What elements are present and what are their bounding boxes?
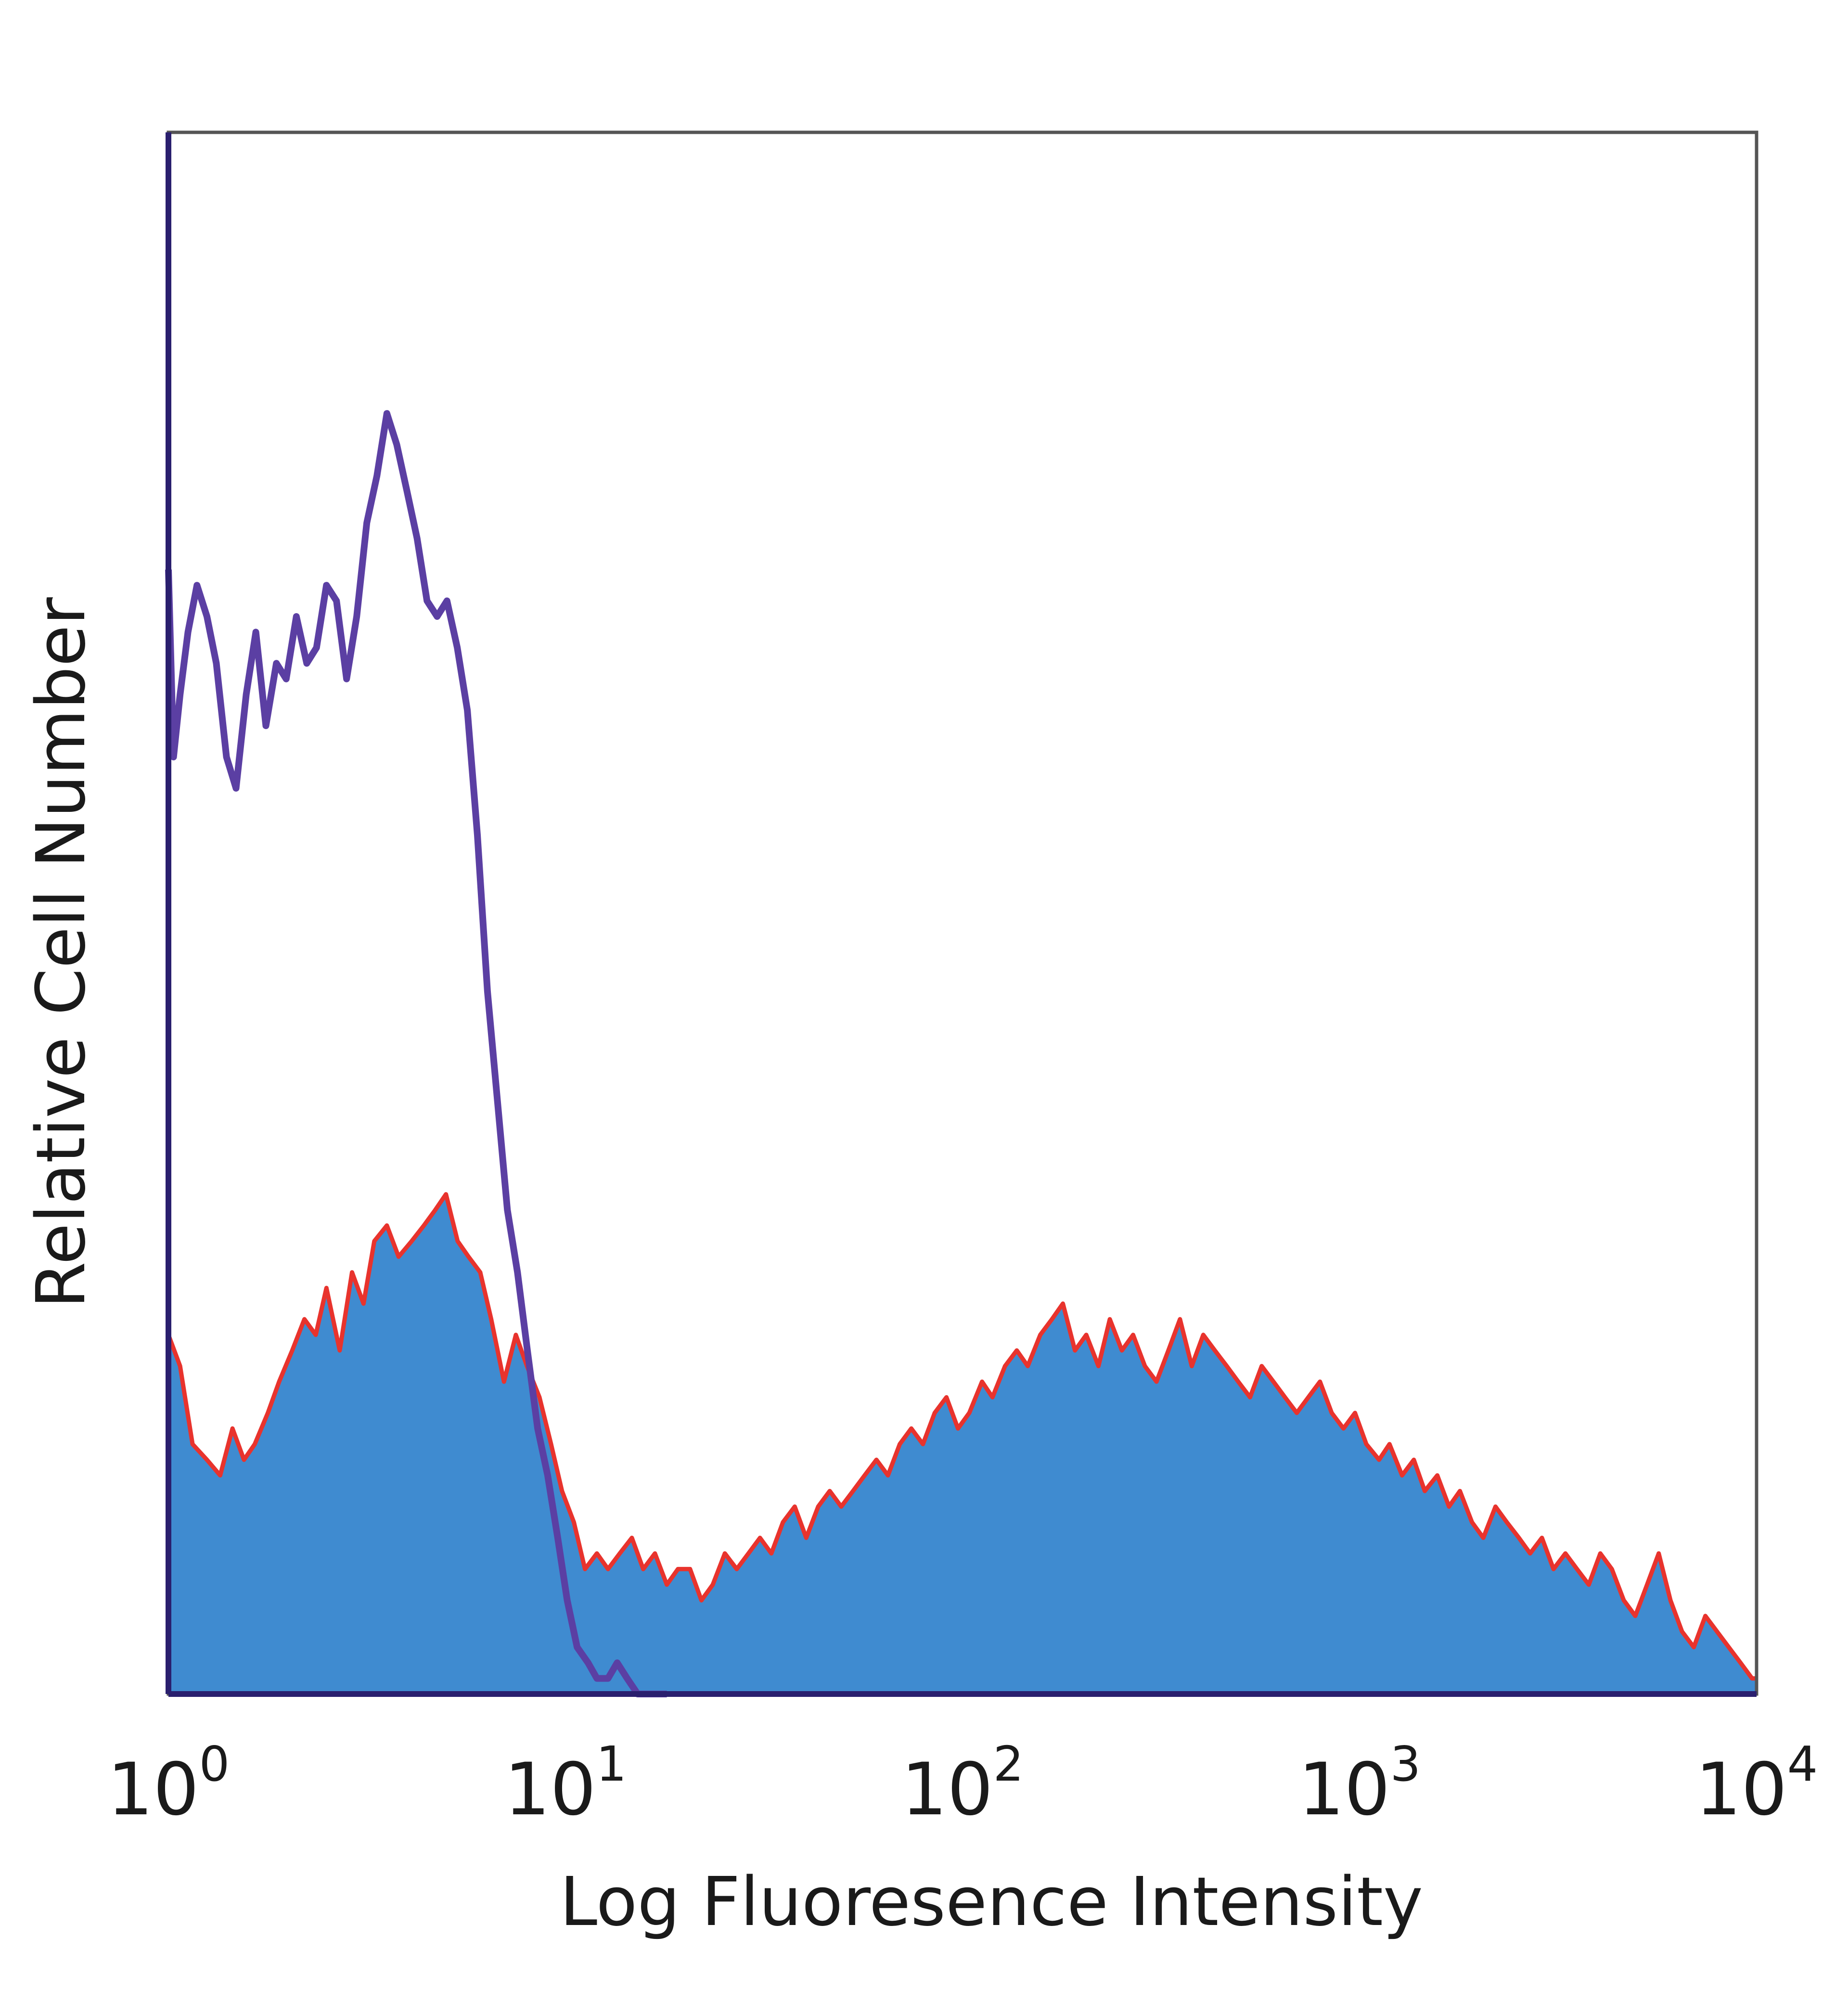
y-axis-title: Relative Cell Number (22, 597, 101, 1309)
x-tick-label: 104 (1695, 1736, 1818, 1832)
filled-histogram-outline (166, 1192, 1757, 1681)
x-axis-title: Log Fluoresence Intensity (560, 1863, 1423, 1941)
x-tick-labels: 100 101 102 103 104 (107, 1736, 1818, 1832)
x-tick-label: 101 (504, 1736, 627, 1832)
control-histogram-line (165, 410, 667, 1697)
x-tick-label: 103 (1298, 1736, 1421, 1832)
filled-histogram-area (168, 1194, 1757, 1694)
x-tick-label: 100 (107, 1736, 230, 1832)
plot-area (165, 410, 1757, 1697)
x-tick-label: 102 (901, 1736, 1024, 1832)
